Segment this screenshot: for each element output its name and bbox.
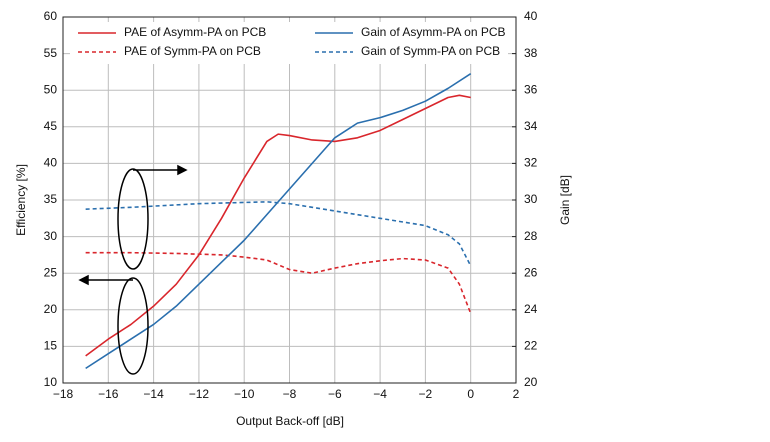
y2-tick-label: 32 <box>524 156 538 170</box>
y-tick-label: 15 <box>44 339 58 353</box>
y2-axis-label: Gain [dB] <box>558 175 572 225</box>
y-tick-label: 50 <box>44 82 58 96</box>
y-tick-label: 10 <box>44 375 58 389</box>
x-tick-label: −4 <box>373 387 387 401</box>
y-tick-label: 45 <box>44 119 58 133</box>
y2-tick-label: 26 <box>524 265 538 279</box>
y-tick-label: 60 <box>44 9 58 23</box>
y-tick-label: 35 <box>44 192 58 206</box>
series-line <box>85 73 472 370</box>
y2-tick-label: 28 <box>524 229 538 243</box>
legend-box <box>70 22 508 64</box>
arrow-head <box>78 274 89 286</box>
y-axis-label: Efficiency [%] <box>14 164 28 236</box>
x-tick-label: 2 <box>513 387 520 401</box>
x-tick-label: −2 <box>419 387 433 401</box>
lines <box>85 73 472 370</box>
arrow-head <box>177 164 188 176</box>
ellipse <box>117 168 149 270</box>
legend-label: Gain of Symm-PA on PCB <box>361 44 500 58</box>
grid <box>62 16 517 384</box>
y2-tick-label: 40 <box>524 9 538 23</box>
y2-tick-label: 38 <box>524 46 538 60</box>
y-tick-label: 25 <box>44 265 58 279</box>
x-tick-label: −12 <box>189 387 210 401</box>
y2-tick-label: 30 <box>524 192 538 206</box>
x-tick-label: −8 <box>283 387 297 401</box>
y-tick-label: 40 <box>44 156 58 170</box>
ellipse <box>117 277 149 375</box>
series-line <box>85 94 471 357</box>
x-tick-label: −6 <box>328 387 342 401</box>
y2-tick-label: 34 <box>524 119 538 133</box>
y-tick-label: 20 <box>44 302 58 316</box>
x-tick-label: −16 <box>98 387 119 401</box>
y2-tick-label: 24 <box>524 302 538 316</box>
y2-tick-label: 36 <box>524 82 538 96</box>
legend: PAE of Asymm-PA on PCB PAE of Symm-PA on … <box>78 25 506 58</box>
y-tick-label: 30 <box>44 229 58 243</box>
y2-tick-label: 20 <box>524 375 538 389</box>
x-tick-label: −18 <box>53 387 74 401</box>
series-line <box>85 251 472 314</box>
x-tick-label: −14 <box>143 387 164 401</box>
series-line <box>85 201 472 267</box>
legend-label: Gain of Asymm-PA on PCB <box>361 25 506 39</box>
x-tick-label: −10 <box>234 387 255 401</box>
legend-label: PAE of Symm-PA on PCB <box>124 44 261 58</box>
y-tick-label: 55 <box>44 46 58 60</box>
legend-label: PAE of Asymm-PA on PCB <box>124 25 266 39</box>
annotation <box>78 164 188 375</box>
x-axis-label: Output Back-off [dB] <box>236 414 344 428</box>
y2-tick-label: 22 <box>524 339 538 353</box>
x-tick-label: 0 <box>467 387 474 401</box>
